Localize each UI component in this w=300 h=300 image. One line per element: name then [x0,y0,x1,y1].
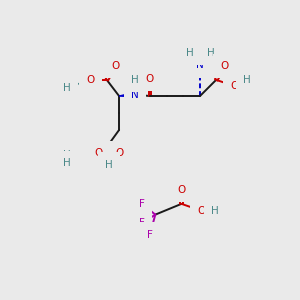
Text: O: O [177,185,186,195]
Text: H: H [63,82,70,93]
Text: O: O [220,61,229,71]
Text: O: O [197,206,206,216]
Text: O: O [94,148,102,158]
Text: H: H [105,160,113,170]
Text: N: N [196,60,204,70]
Text: O: O [86,75,95,85]
Text: H: H [212,206,219,216]
Text: H: H [63,158,70,168]
Text: H: H [207,48,214,58]
Text: O: O [115,148,123,158]
Text: O: O [230,81,239,91]
Text: O: O [111,61,119,71]
Text: N: N [131,89,139,100]
Text: H: H [243,75,251,85]
Text: F: F [147,230,153,240]
Text: F: F [139,218,145,228]
Text: H: H [131,75,139,85]
Text: F: F [139,199,145,209]
Text: O: O [146,74,154,84]
Text: H: H [186,48,194,58]
Text: H: H [63,150,70,160]
Polygon shape [119,92,136,97]
